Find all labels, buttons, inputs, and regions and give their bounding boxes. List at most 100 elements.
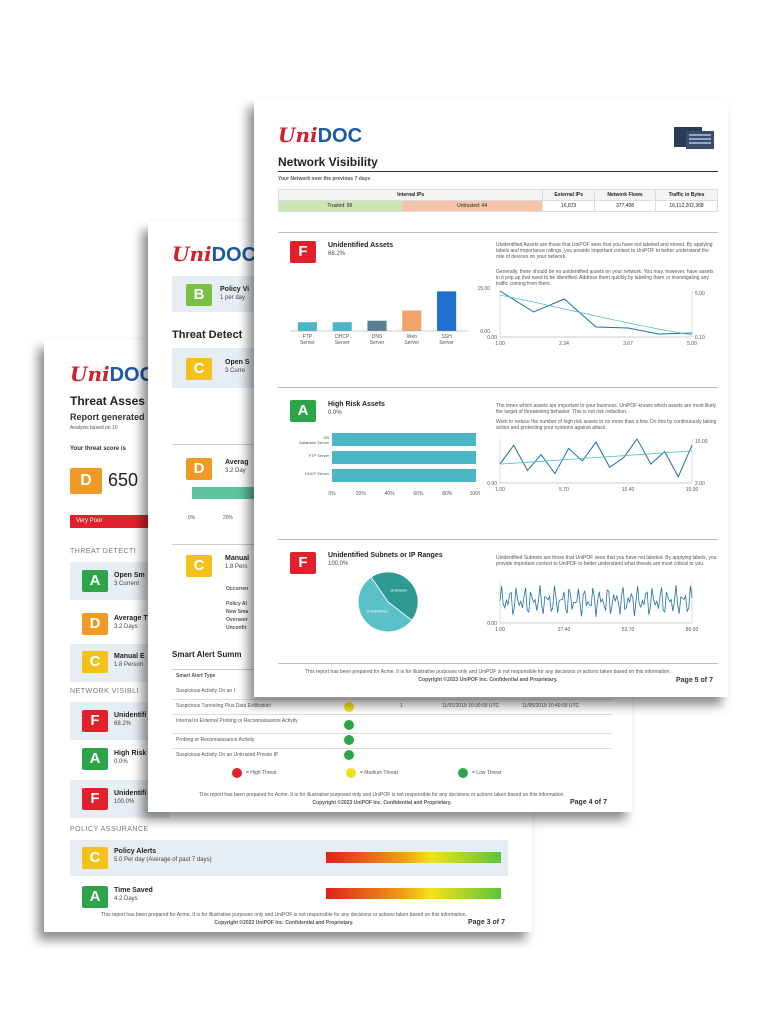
- x-tick-label: 80%: [442, 491, 453, 497]
- medium-threat-legend-dot: [346, 768, 356, 778]
- grade-badge: A: [82, 886, 108, 908]
- axis-tick: 20%: [223, 515, 234, 521]
- high-threat-legend-dot: [232, 768, 242, 778]
- x-tick-label: 27.40: [558, 627, 571, 633]
- item-sub: 4.2 Days: [114, 896, 138, 902]
- x-tick-label: 100%: [470, 491, 480, 497]
- section-description: Generally, there should be no unidentifi…: [496, 269, 714, 287]
- analysis-note: Analysis based on 10: [70, 425, 118, 431]
- alert-count: 1: [400, 703, 403, 709]
- item-title: Average T: [114, 615, 148, 622]
- col-external-ips: External IPs: [542, 189, 595, 201]
- unidoc-logo: UniDOC: [172, 242, 257, 266]
- grade-badge: F: [82, 710, 108, 732]
- x-tick-label: 1.00: [495, 487, 505, 493]
- section-value: 0.0%: [328, 410, 342, 416]
- x-tick-label: 1.00: [495, 627, 505, 633]
- category-label: SSH: [441, 334, 452, 340]
- bar: [332, 322, 352, 331]
- low-threat-dot: [344, 735, 354, 745]
- category-label: Server: [404, 340, 419, 346]
- slice-label: Unknown: [391, 588, 408, 593]
- category-label: FTP: [303, 334, 313, 340]
- trusted-count: Trusted: 86: [278, 200, 402, 212]
- item-sub: 1.8 Pers: [225, 564, 248, 570]
- grade-badge: A: [290, 400, 316, 422]
- footer-disclaimer: This report has been prepared for Acme. …: [101, 912, 467, 918]
- footer-copyright: Copyright ©2023 UniPOF Inc. Confidential…: [418, 677, 558, 683]
- section-title: Unidentified Assets: [328, 242, 394, 249]
- series-line: [499, 584, 693, 617]
- footer-copyright: Copyright ©2023 UniPOF Inc. Confidential…: [312, 800, 452, 806]
- section-title: Threat Detect: [172, 329, 243, 341]
- alert-type: Suspicious Activity On an Untrusted Priv…: [176, 752, 279, 758]
- alert-type: Internal to External Probing or Reconnai…: [176, 718, 298, 724]
- page-title: Network Visibility: [278, 155, 378, 169]
- y-tick-label: 0.00: [480, 329, 490, 335]
- item-title: Unidentifi: [114, 790, 147, 797]
- threat-section-heading: THREAT DETECTI: [70, 548, 137, 555]
- category-label: FTP Server: [309, 453, 330, 458]
- alert-type: Suspicious Tunneling Plus Data Exfiltrat…: [176, 703, 272, 709]
- x-tick-label: 1.00: [495, 341, 505, 347]
- manual-line: Unconfir: [226, 625, 247, 631]
- x-tick-label: 60%: [413, 491, 424, 497]
- category-label: Database Server: [299, 440, 330, 445]
- y-tick-label: 0.00: [487, 481, 497, 487]
- category-label: Web: [407, 334, 417, 340]
- network-flows-value: 377,408: [593, 200, 657, 212]
- table-rule: [172, 748, 612, 749]
- col-traffic: Traffic in Bytes: [655, 189, 718, 201]
- item-title: Unidentifi: [114, 712, 147, 719]
- y-tick-label: 2.00: [695, 481, 705, 487]
- report-page-5: UniDOC Network Visibility Your Network o…: [254, 99, 728, 697]
- section-divider: [278, 539, 718, 540]
- table-rule: [172, 714, 612, 715]
- slice-label: Unidentified: [367, 608, 388, 613]
- item-title: Policy Vi: [220, 286, 250, 293]
- legend-label: = Medium Threat: [360, 770, 398, 776]
- col-network-flows: Network Flows: [593, 189, 657, 201]
- alert-type: Probing or Reconnaissance Activity: [176, 737, 255, 743]
- page-number: Page 4 of 7: [570, 799, 607, 806]
- y-tick-label: 15.00: [477, 286, 490, 292]
- item-sub: 3 Curre: [225, 368, 246, 374]
- low-threat-legend-dot: [458, 768, 468, 778]
- alert-type: Suspicious Activity On an I: [176, 688, 235, 694]
- footer-disclaimer: This report has been prepared for Acme. …: [199, 792, 565, 798]
- manual-line: Policy Al: [226, 601, 247, 607]
- score-value: 650: [108, 470, 139, 490]
- item-sub: 68.2%: [114, 721, 132, 727]
- time-saved-gauge: [326, 888, 501, 899]
- alert-first-seen: 11/01/2019 10:30:00 UTC: [442, 703, 500, 709]
- traffic-value: 16,112,202,368: [655, 200, 718, 212]
- alert-last-seen: 11/06/2019 10:40:00 UTC: [522, 703, 580, 709]
- y-tick-label: 0.00: [487, 335, 497, 341]
- threat-row: [172, 348, 254, 388]
- item-title: Manual: [225, 555, 250, 562]
- section-value: 100.0%: [328, 561, 349, 567]
- x-tick-label: 20%: [356, 491, 367, 497]
- category-label: Server: [370, 340, 385, 346]
- section-title: Unidentified Subnets or IP Ranges: [328, 552, 443, 559]
- item-sub: 3.2 Days: [114, 624, 138, 630]
- bar: [297, 322, 317, 331]
- subnets-pie-chart: Unknown Unidentified: [357, 571, 419, 633]
- section-divider: [278, 387, 718, 388]
- score-grade-badge: D: [70, 468, 102, 494]
- grade-badge: C: [82, 651, 108, 673]
- hbar: [332, 433, 476, 446]
- score-rating-bar: Very Poor: [70, 515, 166, 528]
- grade-badge: F: [82, 788, 108, 810]
- medium-threat-dot: [344, 702, 354, 712]
- unidoc-logo: UniDOC: [70, 362, 155, 386]
- y-tick-label: 5.00: [695, 291, 705, 297]
- bar: [367, 320, 387, 331]
- untrusted-count: Untrusted: 44: [400, 200, 544, 212]
- section-divider: [278, 232, 718, 233]
- item-title: Open S: [225, 359, 250, 366]
- policy-alerts-gauge: [326, 852, 501, 863]
- section-description: Unidentified Subnets are those that UniP…: [496, 555, 717, 567]
- item-sub: 3.2 Day: [225, 468, 246, 474]
- grade-badge: D: [186, 458, 212, 480]
